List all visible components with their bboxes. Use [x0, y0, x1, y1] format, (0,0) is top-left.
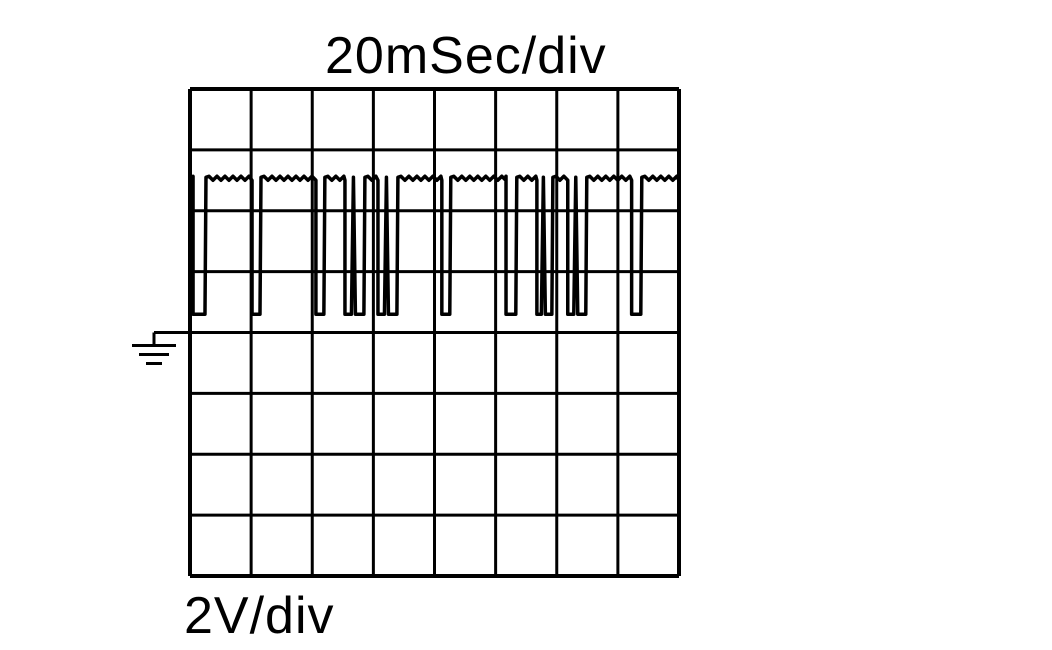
voltage-scale-label: 2V/div — [184, 587, 335, 645]
ground-icon — [132, 331, 190, 365]
graticule — [188, 87, 681, 578]
timebase-label: 20mSec/div — [325, 27, 607, 85]
waveform-trace — [188, 174, 681, 316]
